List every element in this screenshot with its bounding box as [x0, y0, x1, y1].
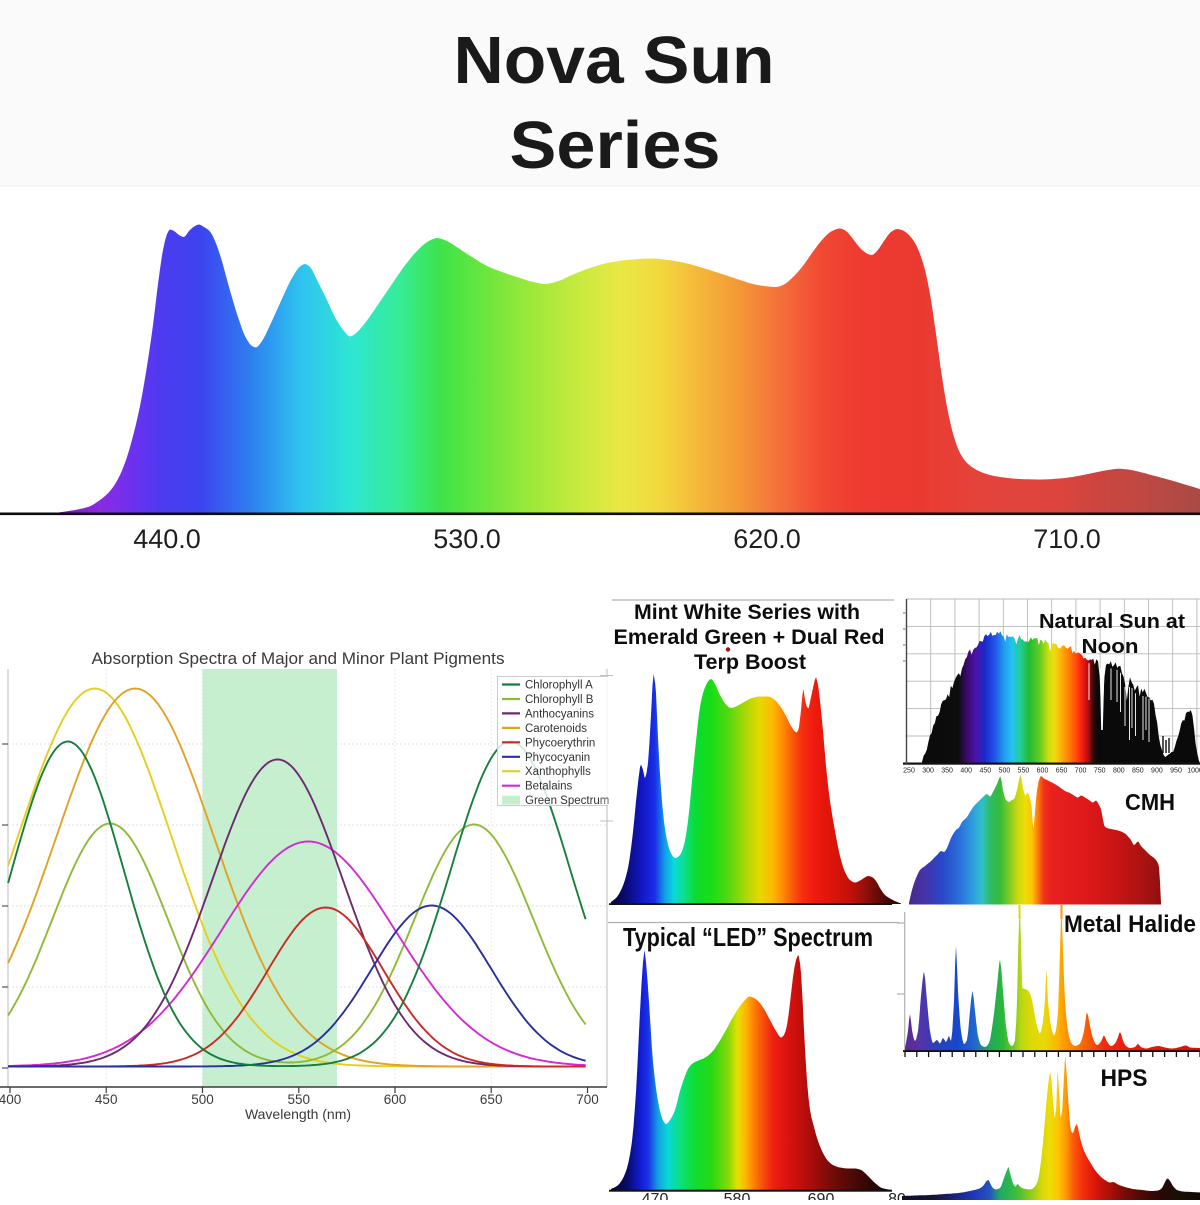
svg-text:450: 450 — [979, 768, 991, 775]
svg-text:450: 450 — [95, 1092, 118, 1107]
svg-text:Chlorophyll A: Chlorophyll A — [525, 680, 593, 692]
svg-text:Betalains: Betalains — [525, 781, 573, 793]
svg-text:Wavelength (nm): Wavelength (nm) — [245, 1106, 351, 1122]
svg-text:440.0: 440.0 — [133, 524, 201, 554]
svg-text:HPS: HPS — [1101, 1065, 1148, 1092]
svg-text:470: 470 — [642, 1191, 669, 1200]
svg-text:400: 400 — [0, 1092, 21, 1107]
svg-text:650: 650 — [1056, 768, 1068, 775]
svg-text:Xanthophylls: Xanthophylls — [525, 766, 591, 778]
svg-text:550: 550 — [288, 1092, 311, 1107]
svg-text:Emerald Green + Dual Red: Emerald Green + Dual Red — [614, 626, 885, 649]
svg-text:Terp Boost: Terp Boost — [694, 651, 806, 674]
svg-text:500: 500 — [191, 1092, 214, 1107]
svg-text:550: 550 — [1018, 768, 1030, 775]
svg-text:Natural Sun at: Natural Sun at — [1039, 611, 1185, 633]
svg-text:900: 900 — [1151, 768, 1163, 775]
svg-text:950: 950 — [1170, 768, 1182, 775]
svg-text:700: 700 — [576, 1092, 599, 1107]
svg-text:Nova Sun: Nova Sun — [454, 23, 775, 98]
svg-text:Metal Halide: Metal Halide — [1064, 911, 1196, 938]
svg-text:Typical “LED” Spectrum: Typical “LED” Spectrum — [623, 922, 873, 952]
svg-text:350: 350 — [941, 768, 953, 775]
svg-text:710.0: 710.0 — [1033, 524, 1101, 554]
svg-text:Phycocyanin: Phycocyanin — [525, 752, 590, 764]
svg-text:Chlorophyll B: Chlorophyll B — [525, 694, 594, 706]
svg-text:300: 300 — [922, 768, 934, 775]
svg-text:600: 600 — [1037, 768, 1049, 775]
svg-text:1000: 1000 — [1187, 768, 1200, 775]
svg-text:500: 500 — [999, 768, 1011, 775]
svg-text:600: 600 — [384, 1092, 407, 1107]
svg-text:800: 800 — [1113, 768, 1125, 775]
svg-text:Carotenoids: Carotenoids — [525, 723, 587, 735]
svg-text:700: 700 — [1075, 768, 1087, 775]
svg-text:Noon: Noon — [1082, 636, 1139, 658]
svg-text:250: 250 — [903, 768, 915, 775]
svg-text:Absorption Spectra of Major an: Absorption Spectra of Major and Minor Pl… — [92, 650, 505, 668]
svg-text:530.0: 530.0 — [433, 524, 501, 554]
svg-text:Green Spectrum: Green Spectrum — [525, 795, 609, 807]
svg-text:Series: Series — [510, 108, 721, 183]
svg-text:690: 690 — [808, 1191, 835, 1200]
svg-text:CMH: CMH — [1125, 789, 1175, 815]
svg-text:750: 750 — [1094, 768, 1106, 775]
svg-text:Anthocyanins: Anthocyanins — [525, 708, 594, 720]
svg-text:580: 580 — [724, 1191, 751, 1200]
svg-text:850: 850 — [1132, 768, 1144, 775]
svg-text:620.0: 620.0 — [733, 524, 801, 554]
svg-text:Mint White Series with: Mint White Series with — [634, 601, 860, 624]
svg-text:650: 650 — [480, 1092, 503, 1107]
svg-text:400: 400 — [960, 768, 972, 775]
svg-text:Phycoerythrin: Phycoerythrin — [525, 737, 595, 749]
svg-text:m: m — [600, 795, 609, 807]
